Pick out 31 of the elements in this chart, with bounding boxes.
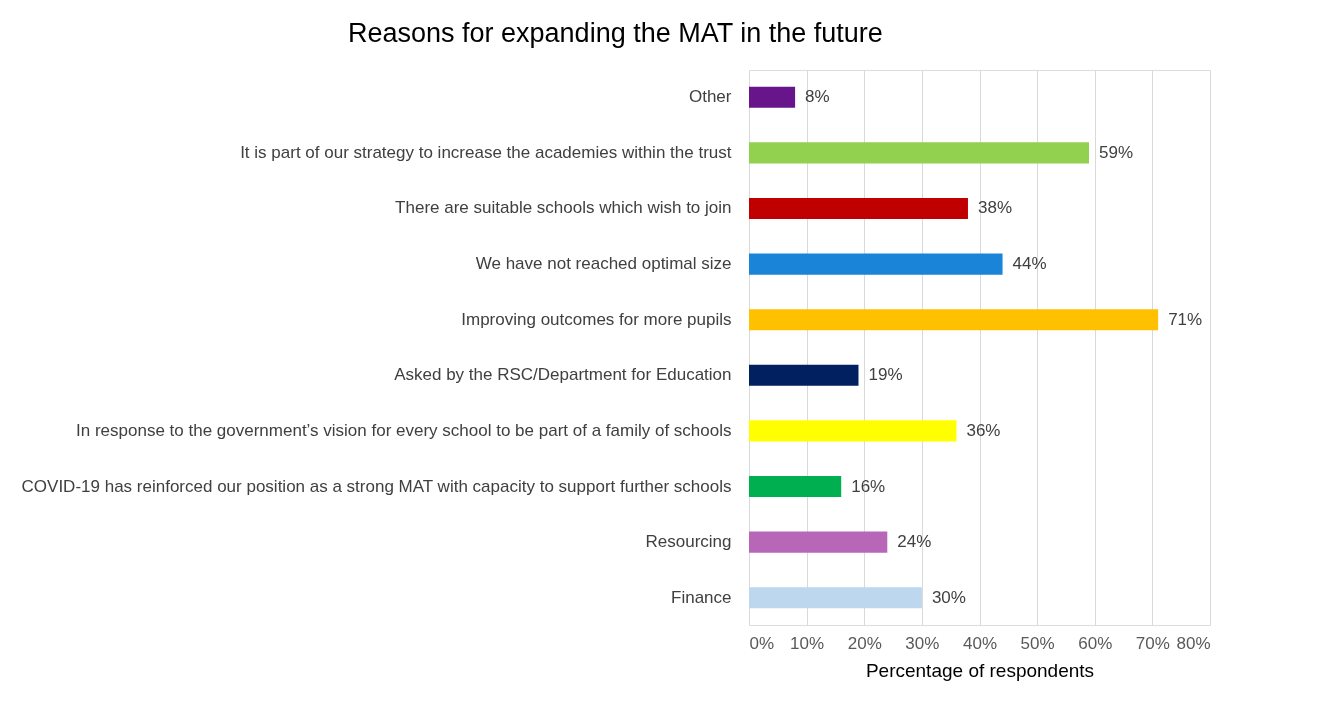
- data-label: 24%: [897, 532, 932, 552]
- chart-title: Reasons for expanding the MAT in the future: [347, 18, 883, 48]
- x-tick-label: 10%: [790, 633, 825, 653]
- data-label: 44%: [1012, 254, 1047, 274]
- x-tick-label: 50%: [1020, 633, 1055, 653]
- x-tick-label: 40%: [962, 633, 998, 653]
- x-tick-label: 0%: [749, 633, 775, 653]
- y-tick-label: Asked by the RSC/Department for Education: [394, 365, 732, 385]
- y-tick-label: Other: [688, 87, 732, 107]
- y-tick-label: There are suitable schools which wish to join: [395, 198, 732, 218]
- y-tick-label: In response to the government’s vision for every school to be part of a family of schools: [76, 420, 732, 440]
- y-tick-label: Finance: [671, 587, 732, 607]
- data-label: 30%: [931, 587, 966, 607]
- y-tick-label: We have not reached optimal size: [475, 254, 732, 274]
- y-tick-label: COVID-19 has reinforced our position as a strong MAT with capacity to support further schools: [21, 476, 732, 496]
- x-axis-title: Percentage of respondents: [865, 659, 1095, 681]
- data-label: 36%: [966, 420, 1001, 440]
- x-tick-label: 20%: [847, 633, 882, 653]
- data-label: 19%: [868, 365, 903, 385]
- x-tick-label: 80%: [1176, 633, 1211, 653]
- data-label: 38%: [977, 198, 1013, 218]
- data-label: 16%: [851, 476, 886, 496]
- data-label: 71%: [1168, 309, 1203, 329]
- x-tick-label: 60%: [1078, 633, 1113, 653]
- x-tick-label: 70%: [1135, 633, 1170, 653]
- y-tick-label: It is part of our strategy to increase the academies within the trust: [240, 142, 732, 162]
- data-label: 59%: [1098, 142, 1134, 162]
- data-label: 8%: [805, 87, 830, 107]
- y-tick-label: Improving outcomes for more pupils: [461, 309, 732, 329]
- x-tick-label: 30%: [905, 633, 940, 653]
- y-tick-label: Resourcing: [645, 532, 732, 552]
